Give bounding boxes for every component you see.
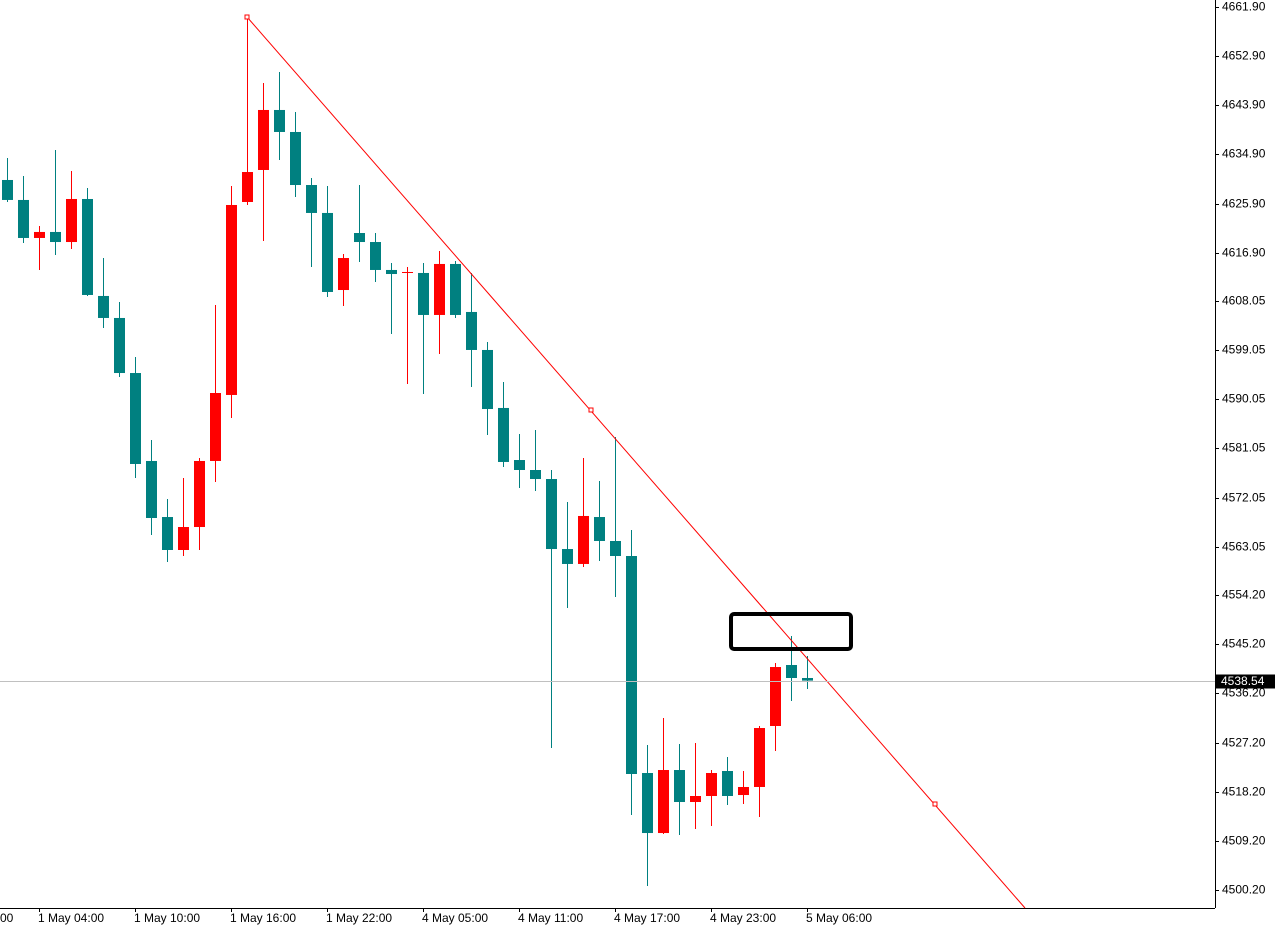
y-tick-label: 4500.20 xyxy=(1222,883,1266,897)
candle-body xyxy=(530,469,541,480)
candle-body xyxy=(658,770,669,834)
candle-body xyxy=(146,460,157,518)
candle-body xyxy=(130,373,141,464)
candle-body xyxy=(482,349,493,410)
y-tick-label: 4527.20 xyxy=(1222,736,1266,750)
x-tick-label: 4 May 11:00 xyxy=(518,911,583,925)
y-tick-label: 4608.05 xyxy=(1222,294,1266,308)
highlight-box xyxy=(729,612,853,651)
y-tick-label: 4572.05 xyxy=(1222,491,1266,505)
candle-body xyxy=(594,517,605,541)
x-tick-label: 1 May 16:00 xyxy=(230,911,296,925)
x-tick-label: 1 May 22:00 xyxy=(326,911,392,925)
y-tick-label: 4599.05 xyxy=(1222,343,1266,357)
candle-body xyxy=(354,233,365,243)
y-tick-label: 4625.90 xyxy=(1222,197,1266,211)
candle-body xyxy=(770,667,781,726)
y-tick-label: 4616.90 xyxy=(1222,246,1266,260)
candle-body xyxy=(322,212,333,292)
candle-body xyxy=(82,198,93,295)
candle-body xyxy=(722,770,733,797)
candle-body xyxy=(802,677,813,681)
x-tick-label: 00 xyxy=(0,911,14,925)
candle-body xyxy=(290,131,301,186)
x-tick-label: 4 May 05:00 xyxy=(422,911,488,925)
candle-body xyxy=(690,796,701,803)
y-tick-label: 4643.90 xyxy=(1222,98,1266,112)
candle-body xyxy=(546,479,557,550)
y-tick-label: 4590.05 xyxy=(1222,392,1266,406)
y-tick-label: 4661.90 xyxy=(1222,0,1266,14)
candle-body xyxy=(162,517,173,550)
plot xyxy=(2,16,813,886)
candle-body xyxy=(258,109,269,170)
candle-body xyxy=(786,665,797,678)
candle-body xyxy=(754,728,765,787)
x-tick-label: 1 May 10:00 xyxy=(134,911,200,925)
candle-body xyxy=(706,773,717,797)
trend-anchor[interactable] xyxy=(588,407,594,413)
candle-body xyxy=(18,199,29,238)
candle-body xyxy=(434,263,445,315)
x-tick-label: 4 May 17:00 xyxy=(614,911,680,925)
candle-body xyxy=(2,179,13,200)
trend-anchor[interactable] xyxy=(244,14,250,20)
y-tick-label: 4518.20 xyxy=(1222,785,1266,799)
y-tick-label: 4536.20 xyxy=(1222,686,1266,700)
candle-body xyxy=(626,556,637,774)
last-price-label: 4538.54 xyxy=(1221,674,1265,688)
y-tick-label: 4581.05 xyxy=(1222,441,1266,455)
candle-body xyxy=(450,263,461,315)
candle-body xyxy=(50,231,61,243)
y-tick-label: 4652.90 xyxy=(1222,49,1266,63)
trend-anchor[interactable] xyxy=(932,801,938,807)
y-tick-label: 4545.20 xyxy=(1222,637,1266,651)
candle-body xyxy=(738,786,749,796)
candle-body xyxy=(178,527,189,550)
candle-body xyxy=(306,185,317,213)
trend-line[interactable] xyxy=(246,16,1026,909)
candle-body xyxy=(418,272,429,315)
candle-body xyxy=(194,460,205,528)
candle-body xyxy=(338,258,349,291)
candle-body xyxy=(498,407,509,462)
candle-body xyxy=(674,770,685,803)
y-tick-label: 4634.90 xyxy=(1222,147,1266,161)
candle-body xyxy=(98,295,109,318)
last-price-box xyxy=(1216,674,1275,689)
candle-body xyxy=(610,540,621,557)
y-tick-label: 4563.05 xyxy=(1222,540,1266,554)
y-tick-label: 4509.20 xyxy=(1222,834,1266,848)
x-tick-label: 4 May 23:00 xyxy=(710,911,776,925)
candle-body xyxy=(226,204,237,395)
candle-body xyxy=(562,549,573,564)
candle-body xyxy=(370,242,381,270)
candle-body xyxy=(578,515,589,564)
candle-body xyxy=(466,311,477,350)
candle-body xyxy=(242,172,253,202)
candle-body xyxy=(66,198,77,243)
candle-body xyxy=(386,269,397,275)
candle-body xyxy=(402,271,413,273)
candle-body xyxy=(642,773,653,834)
candle-body xyxy=(514,460,525,470)
candle-body xyxy=(34,231,45,238)
x-tick-label: 5 May 06:00 xyxy=(806,911,872,925)
candle-body xyxy=(210,393,221,461)
y-tick-label: 4554.20 xyxy=(1222,588,1266,602)
candle-body xyxy=(114,317,125,374)
candle-body xyxy=(274,109,285,132)
x-tick-label: 1 May 04:00 xyxy=(38,911,104,925)
